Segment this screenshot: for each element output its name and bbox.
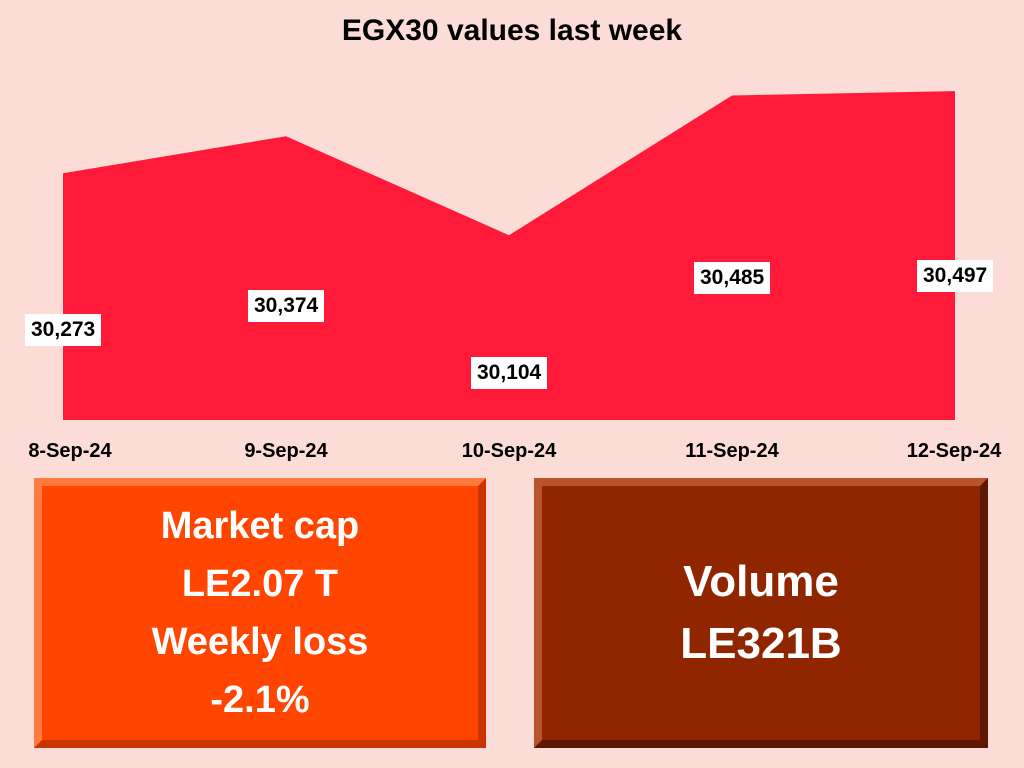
volume-title: Volume xyxy=(683,557,839,606)
volume-card: Volume LE321B xyxy=(534,478,988,748)
data-label: 30,374 xyxy=(248,290,325,322)
x-tick-label: 9-Sep-24 xyxy=(244,440,328,462)
volume-value: LE321B xyxy=(680,619,842,668)
weekly-loss-value: -2.1% xyxy=(210,679,310,721)
chart-plot xyxy=(63,91,955,420)
market-cap-title: Market cap xyxy=(160,505,360,547)
weekly-loss-title: Weekly loss xyxy=(151,621,369,663)
chart-title: EGX30 values last week xyxy=(341,14,683,47)
x-tick-label: 11-Sep-24 xyxy=(685,440,779,462)
x-tick-label: 10-Sep-24 xyxy=(461,440,557,462)
data-label: 30,104 xyxy=(471,357,548,389)
x-tick-label: 8-Sep-24 xyxy=(28,440,112,462)
area-series xyxy=(63,91,955,420)
market-cap-card: Market cap LE2.07 T Weekly loss -2.1% xyxy=(34,478,486,748)
data-label: 30,497 xyxy=(917,260,994,292)
data-label: 30,485 xyxy=(694,262,771,294)
x-tick-label: 12-Sep-24 xyxy=(906,440,1002,462)
market-cap-value: LE2.07 T xyxy=(181,563,339,605)
data-label: 30,273 xyxy=(25,314,102,346)
